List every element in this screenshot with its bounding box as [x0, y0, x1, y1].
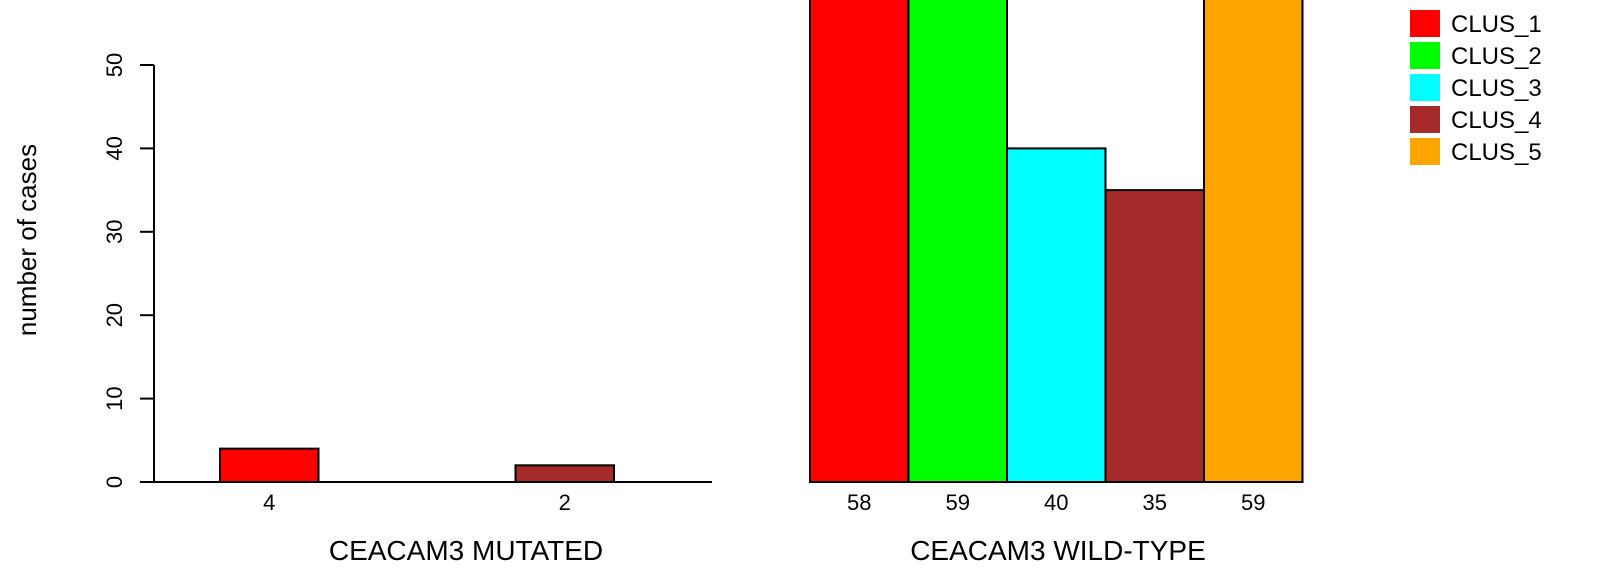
bar-value-label: 58: [847, 490, 871, 515]
legend-label: CLUS_3: [1451, 75, 1542, 102]
legend: CLUS_1 CLUS_2 CLUS_3 CLUS_4 CLUS_5: [1410, 10, 1542, 166]
y-tick-label: 10: [102, 386, 127, 410]
bar-clus-5: [1203, 0, 1304, 483]
legend-swatch: [1410, 42, 1440, 69]
y-tick-label: 40: [102, 136, 127, 160]
legend-swatch: [1410, 10, 1440, 37]
bar-clus-2: [907, 0, 1008, 483]
bar-value-label: 4: [263, 490, 275, 515]
bar-value-label: 2: [559, 490, 571, 515]
y-tick-label: 30: [102, 220, 127, 244]
y-axis: 0 10 20 30 40 50: [102, 53, 155, 488]
bar-clus-3: [1006, 147, 1107, 483]
legend-swatch: [1410, 138, 1440, 165]
legend-swatch: [1410, 74, 1440, 101]
legend-label: CLUS_5: [1451, 139, 1542, 166]
bar-value-label: 59: [946, 490, 970, 515]
bar-value-label: 35: [1143, 490, 1167, 515]
bar-clus-4: [514, 464, 615, 484]
bar-clus-1: [219, 447, 320, 484]
legend-label: CLUS_2: [1451, 43, 1542, 70]
bar-value-label: 40: [1044, 490, 1068, 515]
panel-wild-type: 58 59 40 35 59: [809, 0, 1304, 515]
legend-label: CLUS_4: [1451, 107, 1542, 134]
group-label-wild-type: CEACAM3 WILD-TYPE: [910, 535, 1206, 566]
bar-clus-1: [809, 0, 910, 483]
y-tick-label: 20: [102, 303, 127, 327]
y-tick-label: 50: [102, 53, 127, 77]
legend-label: CLUS_1: [1451, 11, 1542, 38]
y-axis-title: number of cases: [12, 144, 42, 336]
legend-swatch: [1410, 106, 1440, 133]
group-label-mutated: CEACAM3 MUTATED: [329, 535, 603, 566]
y-tick-label: 0: [102, 476, 127, 488]
bar-clus-4: [1104, 189, 1205, 483]
bar-value-label: 59: [1241, 490, 1265, 515]
